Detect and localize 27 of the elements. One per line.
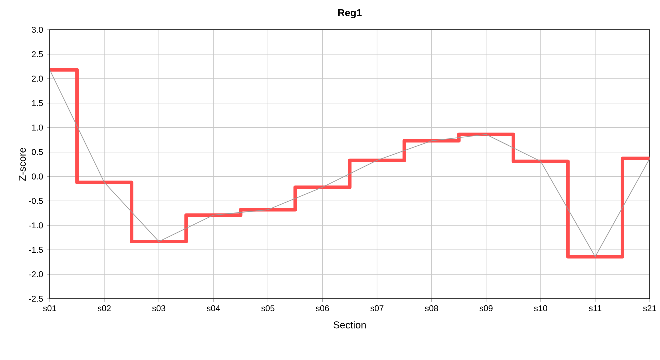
y-tick-label: 2.5 — [32, 51, 44, 58]
y-tick-label: -1.5 — [29, 247, 44, 254]
x-tick-label: s06 — [316, 306, 330, 312]
y-tick-label: -2.5 — [29, 296, 44, 302]
y-tick-label: 3.0 — [32, 27, 44, 33]
y-tick-label: 1.5 — [32, 100, 44, 106]
x-axis-title: Section — [334, 321, 366, 329]
y-tick-label: 0.0 — [32, 174, 44, 180]
y-tick-label: -2.0 — [29, 272, 44, 278]
x-tick-label: s21 — [643, 306, 656, 312]
x-tick-label: s02 — [98, 306, 111, 312]
chart-title: Reg1 — [338, 10, 362, 18]
y-axis-title: Z-score — [19, 148, 26, 182]
x-tick-label: s01 — [43, 306, 56, 312]
x-tick-label: s11 — [589, 306, 602, 312]
x-tick-label: s04 — [207, 306, 220, 312]
y-tick-label: 0.5 — [32, 149, 44, 156]
x-tick-label: s08 — [425, 306, 438, 312]
y-tick-label: -0.5 — [29, 198, 44, 204]
x-tick-label: s03 — [152, 306, 166, 312]
x-tick-label: s10 — [534, 306, 548, 312]
x-tick-label: s07 — [370, 306, 384, 312]
y-tick-label: -1.0 — [29, 222, 44, 229]
y-tick-label: 2.0 — [32, 76, 44, 82]
x-tick-label: s09 — [480, 306, 493, 312]
y-tick-label: 1.0 — [32, 124, 44, 131]
x-tick-label: s05 — [262, 306, 275, 312]
